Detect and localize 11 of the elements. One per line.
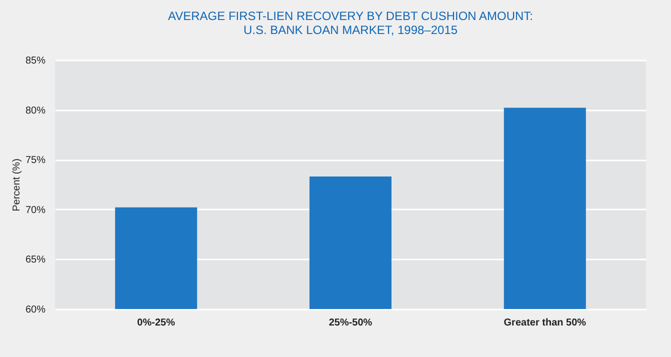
y-tick-label: 85% <box>25 56 46 66</box>
y-axis-title: Percent (%) <box>11 158 22 212</box>
y-tick-label: 80% <box>25 105 46 116</box>
y-tick-label: 60% <box>25 304 46 316</box>
x-tick-label: 25%-50% <box>328 318 372 328</box>
y-tick-label: 75% <box>25 155 46 166</box>
y-tick-label: 65% <box>25 254 46 266</box>
x-tick-label: 0%-25% <box>137 318 176 328</box>
chart-title: AVERAGE FIRST-LIEN RECOVERY BY DEBT CUSHION AMOUNT: U.S. BANK LOAN MARKET, 1998–2015 <box>168 9 533 37</box>
y-tick-label: 70% <box>25 204 46 216</box>
x-tick-label: Greater than 50% <box>504 318 586 328</box>
